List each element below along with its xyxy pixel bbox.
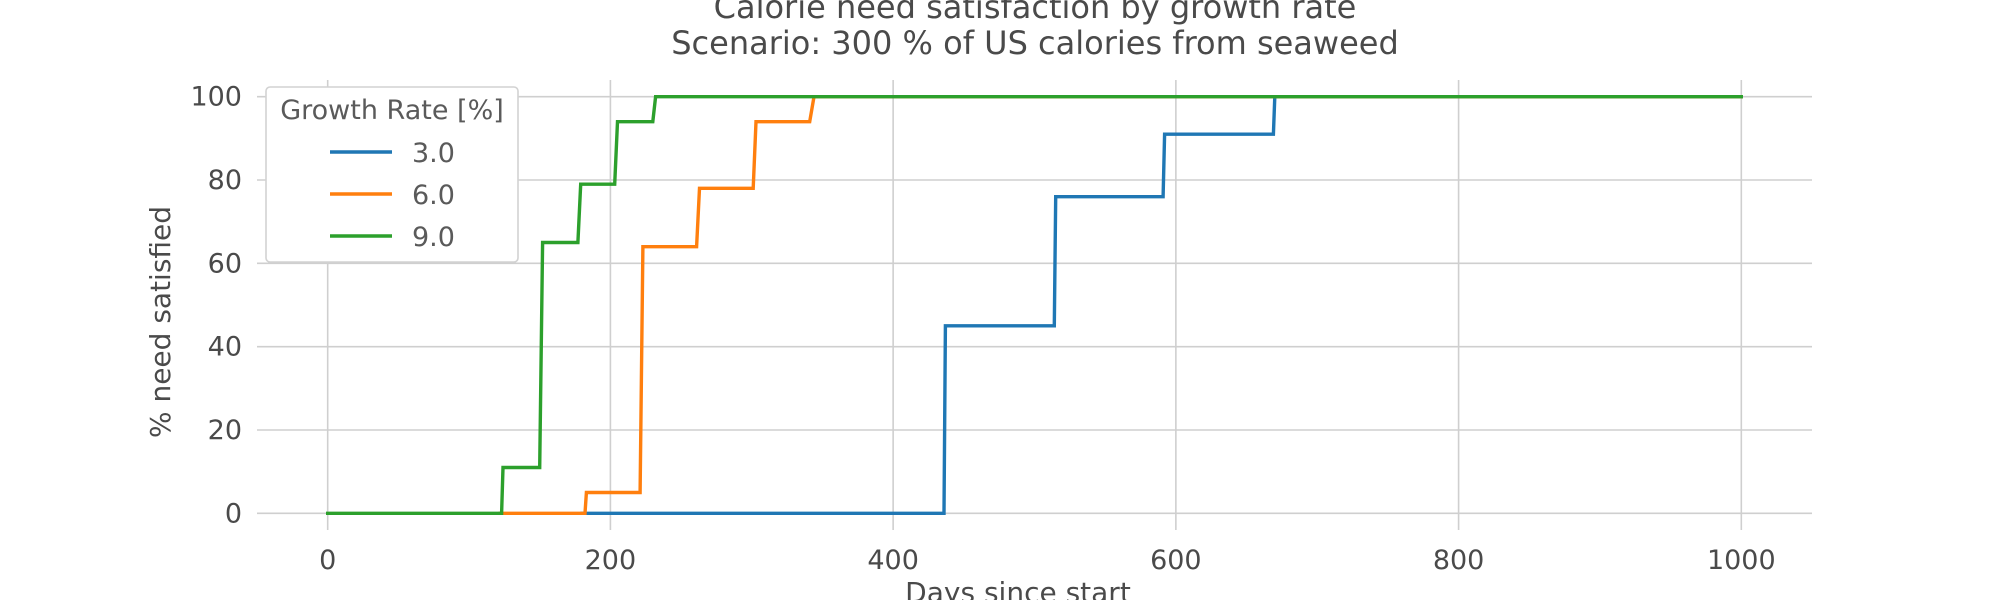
legend-frame xyxy=(265,86,519,263)
x-tick-label: 0 xyxy=(319,545,336,576)
x-tick-label: 400 xyxy=(867,545,919,576)
series-line-9-0 xyxy=(326,94,1744,515)
series-line-6-0 xyxy=(498,94,1744,515)
y-tick-label: 80 xyxy=(208,165,242,196)
y-axis-label: % need satisfied xyxy=(144,206,177,438)
y-tick-label: 20 xyxy=(208,415,242,446)
x-tick-label: 200 xyxy=(585,545,637,576)
legend-label: 9.0 xyxy=(412,222,455,253)
legend: Growth Rate [%] 3.0 6.0 9.0 xyxy=(265,86,519,263)
series-layer xyxy=(326,94,1744,515)
x-tick-label: 600 xyxy=(1150,545,1202,576)
y-tick-label: 100 xyxy=(190,82,242,113)
legend-label: 3.0 xyxy=(412,138,455,169)
y-tick-label: 0 xyxy=(225,498,242,529)
series-line-3-0 xyxy=(580,94,1744,515)
y-tick-label: 40 xyxy=(208,332,242,363)
x-tick-label: 800 xyxy=(1433,545,1485,576)
chart-subtitle: Scenario: 300 % of US calories from seaw… xyxy=(671,24,1399,62)
legend-items: 3.0 6.0 9.0 xyxy=(330,138,455,253)
legend-title: Growth Rate [%] xyxy=(280,95,504,126)
chart-title: Calorie need satisfaction by growth rate xyxy=(714,0,1357,26)
x-axis-label: Days since start xyxy=(905,576,1131,600)
legend-label: 6.0 xyxy=(412,180,455,211)
tick-labels: 0 200 400 600 800 1000 0 20 40 60 80 100 xyxy=(190,82,1775,576)
x-tick-label: 1000 xyxy=(1707,545,1776,576)
y-tick-label: 60 xyxy=(208,248,242,279)
